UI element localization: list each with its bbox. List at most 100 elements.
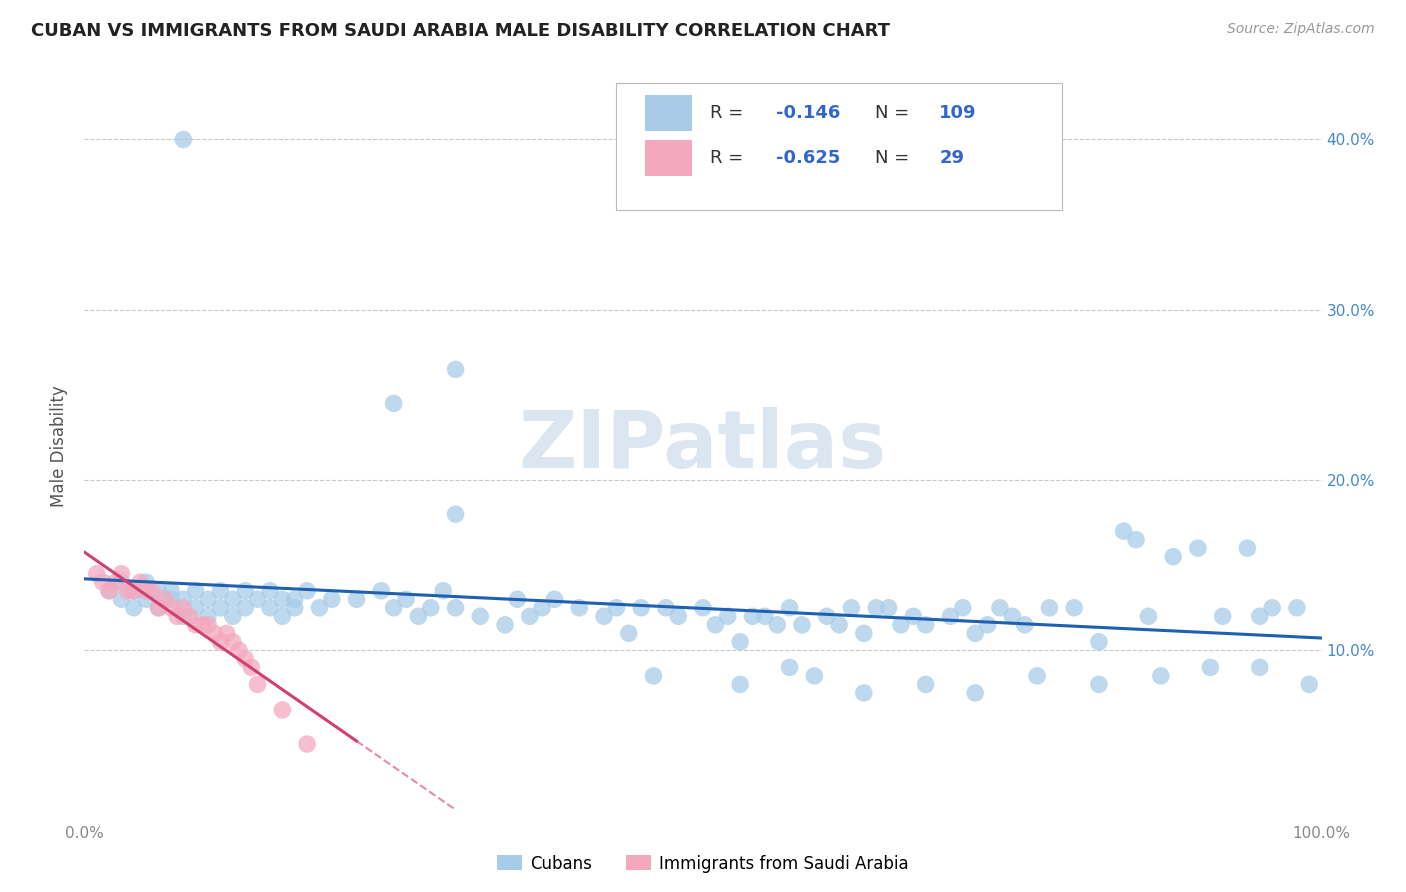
FancyBboxPatch shape: [645, 139, 692, 176]
Point: [1038, 600, 1060, 615]
Text: ZIPatlas: ZIPatlas: [519, 407, 887, 485]
Point: [160, 600, 183, 615]
Point: [903, 609, 925, 624]
Text: 29: 29: [939, 149, 965, 167]
Point: [209, 635, 232, 649]
Point: [1125, 533, 1147, 547]
Point: [952, 600, 974, 615]
Point: [1161, 549, 1184, 564]
Point: [98, 583, 121, 598]
Point: [865, 600, 887, 615]
Point: [240, 660, 263, 674]
Point: [1150, 669, 1173, 683]
Point: [233, 600, 256, 615]
Point: [233, 652, 256, 666]
Point: [122, 600, 145, 615]
Point: [110, 575, 132, 590]
Point: [1249, 660, 1271, 674]
Point: [271, 609, 294, 624]
Point: [1199, 660, 1222, 674]
Point: [160, 583, 183, 598]
Point: [122, 583, 145, 598]
Point: [370, 583, 392, 598]
Point: [197, 592, 219, 607]
Point: [704, 617, 727, 632]
FancyBboxPatch shape: [645, 95, 692, 130]
Point: [117, 583, 139, 598]
Point: [160, 592, 183, 607]
Point: [259, 600, 281, 615]
Point: [284, 600, 307, 615]
Point: [172, 132, 194, 146]
Point: [630, 600, 652, 615]
Point: [184, 583, 207, 598]
Point: [593, 609, 616, 624]
Point: [308, 600, 330, 615]
Point: [179, 609, 201, 624]
Point: [1285, 600, 1308, 615]
Point: [382, 396, 405, 410]
Point: [494, 617, 516, 632]
Point: [419, 600, 441, 615]
Point: [1236, 541, 1258, 556]
Point: [346, 592, 368, 607]
Point: [233, 583, 256, 598]
Point: [222, 609, 245, 624]
Text: N =: N =: [875, 103, 915, 121]
Point: [728, 677, 751, 691]
Point: [1187, 541, 1209, 556]
Point: [172, 600, 194, 615]
Point: [531, 600, 554, 615]
Point: [965, 686, 987, 700]
Point: [655, 600, 678, 615]
Text: R =: R =: [710, 103, 749, 121]
Point: [914, 617, 936, 632]
Point: [98, 583, 121, 598]
Point: [135, 583, 157, 598]
Point: [506, 592, 529, 607]
Point: [271, 592, 294, 607]
Point: [444, 600, 467, 615]
Point: [444, 362, 467, 376]
Point: [432, 583, 454, 598]
Point: [692, 600, 714, 615]
Point: [1063, 600, 1085, 615]
Point: [129, 575, 152, 590]
Legend: Cubans, Immigrants from Saudi Arabia: Cubans, Immigrants from Saudi Arabia: [491, 848, 915, 880]
Point: [135, 575, 157, 590]
Point: [976, 617, 998, 632]
Point: [295, 737, 318, 751]
Text: N =: N =: [875, 149, 915, 167]
Point: [852, 686, 875, 700]
Point: [141, 583, 163, 598]
Point: [1261, 600, 1284, 615]
Point: [148, 583, 170, 598]
Point: [197, 609, 219, 624]
Text: CUBAN VS IMMIGRANTS FROM SAUDI ARABIA MALE DISABILITY CORRELATION CHART: CUBAN VS IMMIGRANTS FROM SAUDI ARABIA MA…: [31, 22, 890, 40]
Point: [543, 592, 565, 607]
Text: -0.625: -0.625: [776, 149, 841, 167]
Point: [568, 600, 591, 615]
Point: [197, 617, 219, 632]
Point: [1001, 609, 1024, 624]
Point: [519, 609, 541, 624]
FancyBboxPatch shape: [616, 83, 1062, 210]
Point: [1212, 609, 1234, 624]
Point: [228, 643, 250, 657]
Point: [914, 677, 936, 691]
Point: [741, 609, 763, 624]
Text: -0.146: -0.146: [776, 103, 841, 121]
Point: [202, 626, 225, 640]
Point: [148, 600, 170, 615]
Point: [828, 617, 851, 632]
Point: [209, 583, 232, 598]
Point: [1249, 609, 1271, 624]
Point: [617, 626, 640, 640]
Point: [965, 626, 987, 640]
Point: [148, 600, 170, 615]
Point: [166, 609, 188, 624]
Point: [444, 507, 467, 521]
Point: [184, 600, 207, 615]
Point: [395, 592, 418, 607]
Point: [246, 592, 269, 607]
